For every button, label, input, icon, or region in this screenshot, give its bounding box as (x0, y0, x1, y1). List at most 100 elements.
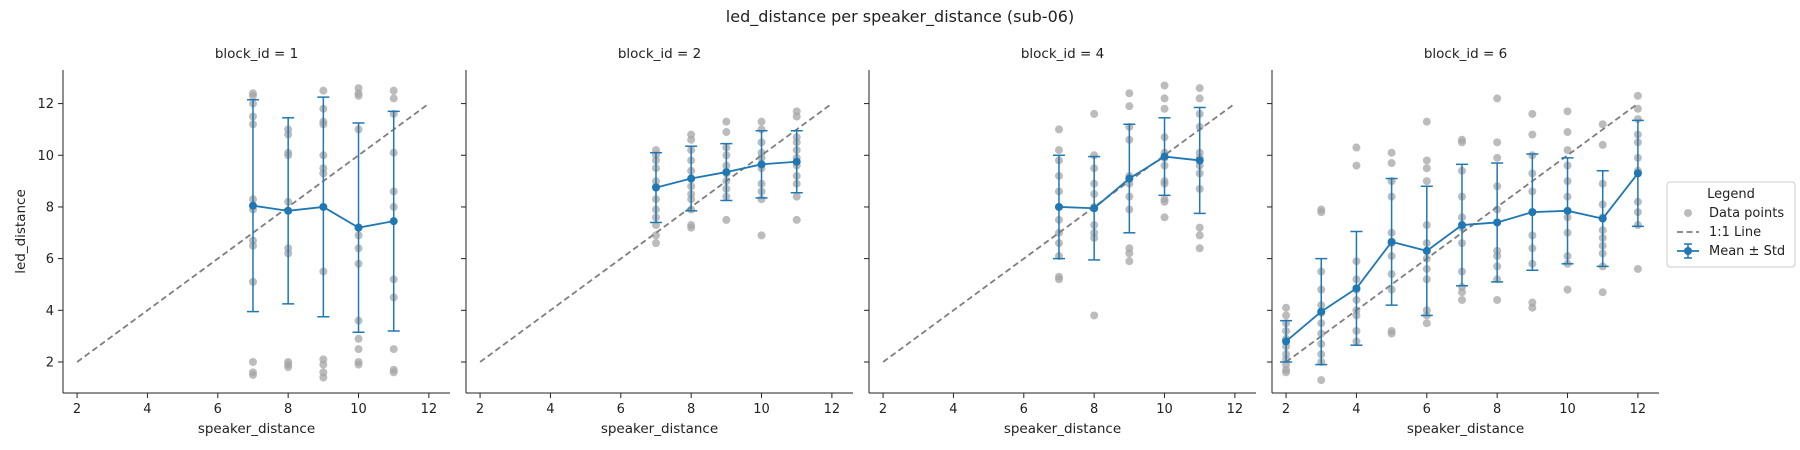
data-point (1387, 329, 1396, 338)
data-point (1633, 104, 1642, 113)
mean-marker (1387, 237, 1396, 246)
data-point (1125, 102, 1134, 111)
data-point (1528, 303, 1537, 312)
data-point (1528, 109, 1537, 118)
data-point (1160, 94, 1169, 103)
panel-title: block_id = 4 (1021, 46, 1104, 62)
y-axis-label: led_distance (13, 189, 29, 274)
data-point (248, 370, 257, 379)
data-point (354, 91, 363, 100)
mean-marker (757, 160, 766, 169)
x-tick-label: 12 (824, 402, 841, 417)
x-tick-label: 12 (1227, 402, 1244, 417)
x-tick-label: 2 (476, 402, 484, 417)
mean-marker (1352, 284, 1361, 293)
data-point (1317, 208, 1326, 217)
data-point (1125, 89, 1134, 98)
mean-marker (284, 206, 293, 215)
panel-title: block_id = 6 (1424, 46, 1507, 62)
mean-marker (1598, 214, 1607, 223)
mean-marker (248, 201, 257, 210)
data-point (1125, 249, 1134, 258)
legend-label-identity: 1:1 Line (1709, 225, 1761, 240)
mean-marker (651, 183, 660, 192)
data-point (319, 360, 328, 369)
identity-line (882, 102, 1236, 363)
x-tick-label: 6 (214, 402, 222, 417)
data-point (1422, 156, 1431, 165)
data-point (1633, 91, 1642, 100)
data-point (1160, 81, 1169, 90)
data-point (1387, 148, 1396, 157)
mean-marker (1457, 221, 1466, 230)
y-tick-label: 10 (37, 149, 54, 164)
data-point (248, 91, 257, 100)
x-tick-label: 6 (617, 402, 625, 417)
data-point (1090, 109, 1099, 118)
data-point (757, 117, 766, 126)
x-tick-label: 4 (546, 402, 554, 417)
data-point (1563, 146, 1572, 155)
x-axis-label: speaker_distance (1407, 421, 1524, 437)
data-point (1493, 138, 1502, 147)
mean-marker (1054, 202, 1063, 211)
x-tick-label: 8 (1493, 402, 1501, 417)
mean-marker (792, 157, 801, 166)
mean-marker (687, 174, 696, 183)
data-point (1422, 117, 1431, 126)
data-point (1598, 120, 1607, 129)
y-tick-label: 12 (37, 97, 54, 112)
mean-marker (389, 217, 398, 226)
mean-marker (1563, 206, 1572, 215)
panel-4: block_id = 6 2 4 6 8 10 12 speaker_distance (1267, 46, 1659, 437)
x-axis-label: speaker_distance (601, 421, 718, 437)
legend: Legend Data points 1:1 Line Mean ± Std (1666, 181, 1796, 268)
identity-line (76, 102, 430, 363)
data-point (1457, 288, 1466, 297)
data-point (1457, 295, 1466, 304)
data-point (687, 223, 696, 232)
data-point (1563, 128, 1572, 137)
legend-title: Legend (1707, 187, 1755, 202)
panel-title: block_id = 2 (618, 46, 701, 62)
legend-points-handle (1684, 209, 1692, 217)
data-point (1598, 140, 1607, 149)
data-point (1352, 143, 1361, 152)
panel-3: block_id = 4 2 4 6 8 10 12 speaker_distance (864, 46, 1256, 437)
x-tick-label: 10 (350, 402, 367, 417)
mean-marker (1090, 204, 1099, 213)
x-tick-label: 4 (949, 402, 957, 417)
data-point (1422, 164, 1431, 173)
x-tick-label: 12 (421, 402, 438, 417)
data-point (319, 373, 328, 382)
data-point (1054, 146, 1063, 155)
data-point (722, 128, 731, 137)
x-tick-label: 8 (1090, 402, 1098, 417)
data-point (1598, 288, 1607, 297)
data-point (1422, 319, 1431, 328)
data-point (354, 334, 363, 343)
y-tick-label: 6 (46, 252, 54, 267)
data-point (1054, 125, 1063, 134)
legend-box (1666, 181, 1796, 268)
y-tick-label: 8 (46, 200, 54, 215)
data-point (1563, 285, 1572, 294)
x-tick-label: 2 (879, 402, 887, 417)
legend-label-points: Data points (1709, 206, 1784, 221)
mean-marker (1422, 246, 1431, 255)
x-tick-label: 8 (687, 402, 695, 417)
x-tick-label: 8 (284, 402, 292, 417)
data-point (722, 215, 731, 224)
figure-title: led_distance per speaker_distance (sub-0… (726, 7, 1074, 27)
mean-marker (354, 223, 363, 232)
data-point (1282, 303, 1291, 312)
data-point (722, 117, 731, 126)
data-point (1054, 275, 1063, 284)
data-point (1282, 368, 1291, 377)
panel-title: block_id = 1 (215, 46, 298, 62)
data-point (389, 94, 398, 103)
data-point (792, 192, 801, 201)
data-point (757, 231, 766, 240)
mean-marker (1195, 156, 1204, 165)
